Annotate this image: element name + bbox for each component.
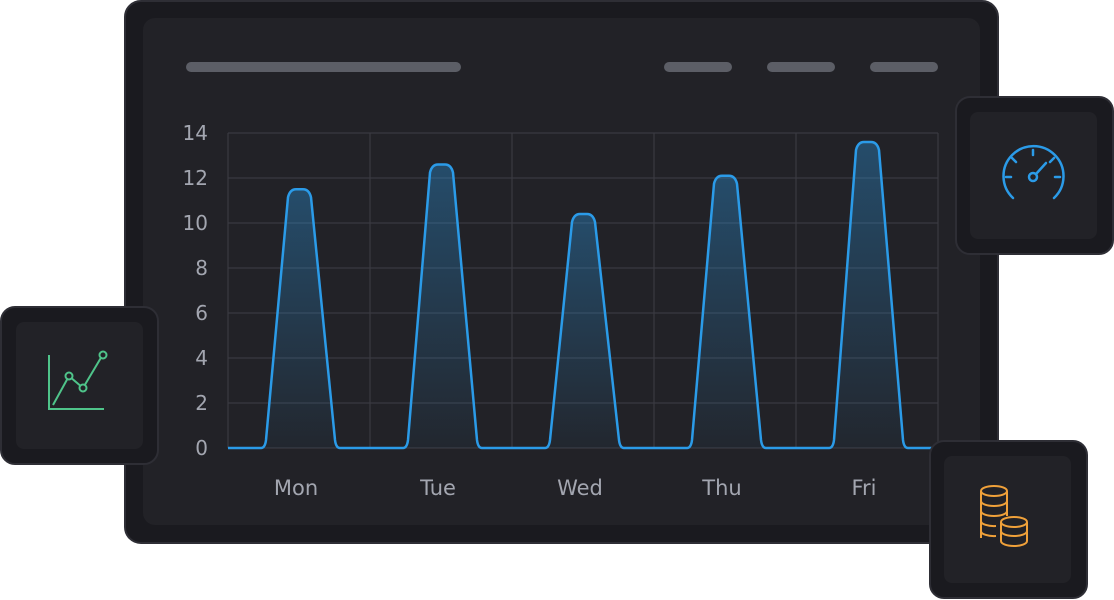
peak-area (654, 175, 796, 448)
peak-line (228, 188, 370, 450)
x-tick-label: Mon (274, 476, 318, 500)
peak-line (796, 140, 938, 450)
title-placeholder (186, 62, 461, 72)
tab-placeholder[interactable] (767, 62, 835, 72)
y-tick-label: 8 (195, 256, 208, 280)
y-tick-label: 6 (195, 301, 208, 325)
peak-area (370, 164, 512, 448)
y-tick-label: 14 (183, 121, 208, 145)
tab-placeholder[interactable] (870, 62, 938, 72)
y-tick-label: 12 (183, 166, 208, 190)
peak-area (512, 214, 654, 448)
trend-icon (48, 350, 108, 410)
peak-area (796, 142, 938, 448)
x-tick-label: Thu (701, 476, 741, 500)
x-tick-label: Wed (557, 476, 603, 500)
x-tick-label: Tue (419, 476, 456, 500)
plot: 0 2 4 6 8 10 12 14 Mon Tue Wed Thu Fri (183, 121, 939, 500)
y-tick-label: 4 (195, 346, 208, 370)
peak-area (228, 189, 370, 448)
coins-icon (980, 485, 1028, 547)
peak-line (370, 163, 512, 450)
peak-line (654, 174, 796, 450)
y-tick-label: 2 (195, 391, 208, 415)
x-tick-label: Fri (851, 476, 876, 500)
side-card-inner (970, 112, 1097, 239)
peak-line (512, 212, 654, 450)
tab-placeholder[interactable] (664, 62, 732, 72)
side-card-inner (944, 456, 1071, 583)
gauge-icon (1002, 144, 1065, 200)
y-tick-label: 10 (183, 211, 208, 235)
chart-panel (143, 18, 980, 525)
y-tick-label: 0 (195, 436, 208, 460)
